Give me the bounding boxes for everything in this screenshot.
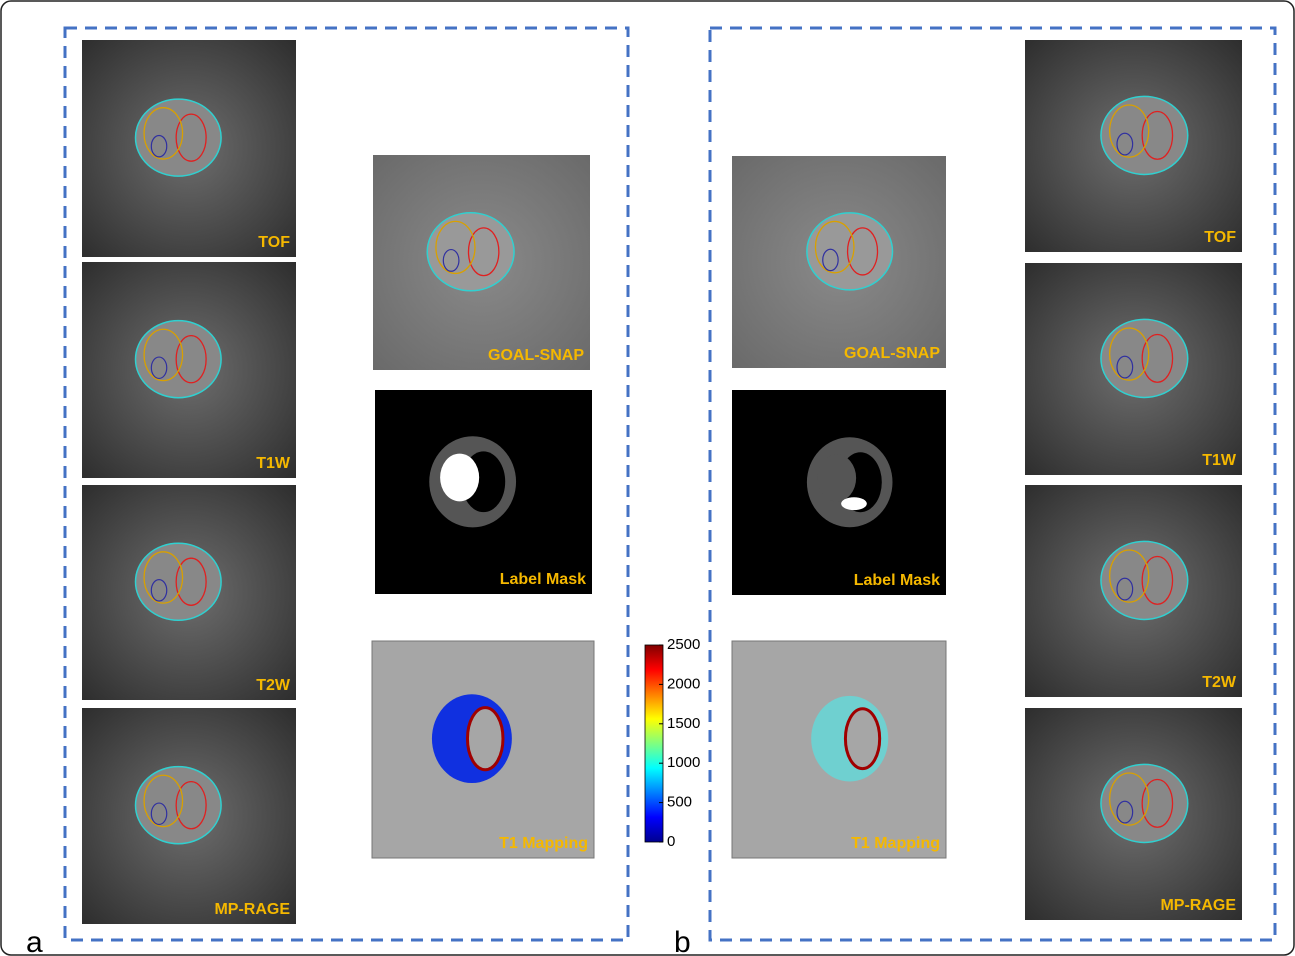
image-tile: T1W — [82, 262, 296, 478]
image-label: TOF — [258, 234, 290, 251]
image-label: T1W — [1202, 452, 1237, 469]
image-label: TOF — [1204, 229, 1236, 246]
mask-component — [440, 454, 479, 502]
image-tile: T1W — [1025, 263, 1242, 475]
colorbar-tick-label: 1000 — [667, 754, 700, 771]
figure: a b TOF T1W T2W MP-RAGE TOF T1W T2W MP-RAGE GOAL… — [0, 0, 1295, 956]
image-label: T2W — [256, 677, 291, 694]
image-label: GOAL-SNAP — [488, 347, 584, 364]
image-label: MP-RAGE — [1160, 897, 1236, 914]
image-tile: T2W — [82, 485, 296, 700]
image-label: Label Mask — [500, 571, 586, 588]
image-label: MP-RAGE — [214, 901, 290, 918]
colorbar — [645, 645, 663, 842]
image-label: T2W — [1202, 674, 1237, 691]
image-label: T1 Mapping — [851, 835, 940, 852]
colorbar-tick-label: 500 — [667, 794, 692, 811]
image-tile: T2W — [1025, 485, 1242, 697]
image-tile: MP-RAGE — [1025, 708, 1242, 920]
panel-label: a — [26, 926, 43, 956]
image-tile: TOF — [1025, 40, 1242, 252]
image-label: Label Mask — [854, 572, 940, 589]
t1-inner — [467, 708, 503, 770]
image-tile: Label Mask — [375, 390, 592, 594]
mask-component — [818, 454, 857, 501]
colorbar-tick-label: 2000 — [667, 675, 700, 692]
image-tile: GOAL-SNAP — [373, 155, 590, 370]
image-tile: TOF — [82, 40, 296, 257]
t1-inner — [845, 709, 879, 769]
mask-component — [841, 497, 867, 510]
image-label: T1 Mapping — [499, 835, 588, 852]
image-label: GOAL-SNAP — [844, 345, 940, 362]
image-tile: MP-RAGE — [82, 708, 296, 924]
panel-label: b — [674, 926, 691, 956]
image-tile: T1 Mapping — [732, 641, 946, 858]
colorbar-tick-label: 0 — [667, 833, 675, 850]
colorbar-tick-label: 1500 — [667, 715, 700, 732]
image-tile: T1 Mapping — [372, 641, 594, 858]
image-tile: Label Mask — [732, 390, 946, 595]
colorbar-tick-label: 2500 — [667, 636, 700, 653]
image-tile: GOAL-SNAP — [732, 156, 946, 368]
image-label: T1W — [256, 455, 291, 472]
